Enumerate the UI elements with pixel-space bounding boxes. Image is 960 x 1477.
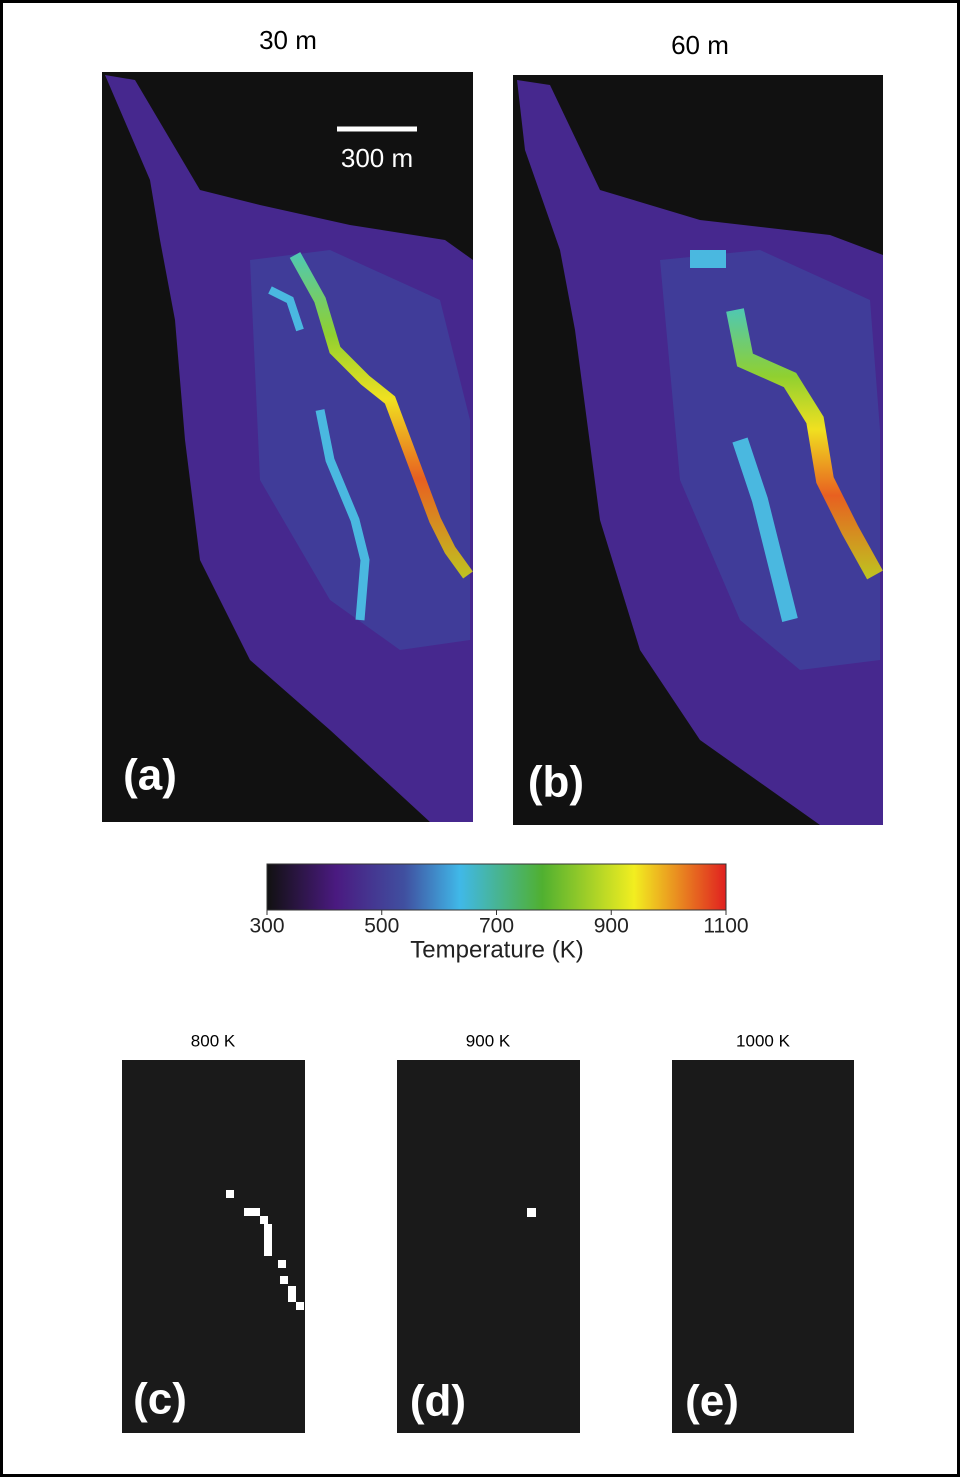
panel-label: (d) (410, 1377, 466, 1426)
panel-title: 60 m (671, 30, 729, 60)
scale-bar-label: 300 m (341, 143, 413, 173)
colorbar-tick-label: 300 (249, 915, 284, 938)
hot-channel (289, 252, 473, 579)
panel-label: (b) (528, 758, 584, 807)
threshold-panel (397, 1060, 580, 1433)
colorbar-label: Temperature (K) (410, 936, 583, 963)
threshold-panel (122, 1060, 305, 1433)
panel-title: 30 m (259, 25, 317, 55)
colorbar-tick-label: 900 (594, 915, 629, 938)
panel-label: (c) (133, 1375, 187, 1424)
colorbar-tick-label: 700 (479, 915, 514, 938)
thermal-region (660, 250, 880, 670)
warm-channel (315, 409, 370, 621)
hot-pixels (226, 1190, 304, 1310)
thermal-region (250, 250, 470, 650)
panel-label: (e) (685, 1377, 739, 1426)
warm-channel (268, 286, 304, 332)
panel-title: 1000 K (736, 1031, 791, 1050)
colorbar-tick-label: 1100 (703, 915, 748, 938)
colorbar (266, 863, 727, 911)
warm-channel (732, 437, 798, 622)
panel-title: 800 K (191, 1031, 236, 1050)
threshold-panel (672, 1060, 854, 1433)
panel-title: 900 K (466, 1031, 511, 1050)
hot-pixels (527, 1208, 536, 1217)
hot-channel (726, 308, 883, 580)
warm-channel (690, 250, 726, 268)
colorbar-tick-label: 500 (364, 915, 399, 938)
panel-label: (a) (123, 751, 177, 800)
